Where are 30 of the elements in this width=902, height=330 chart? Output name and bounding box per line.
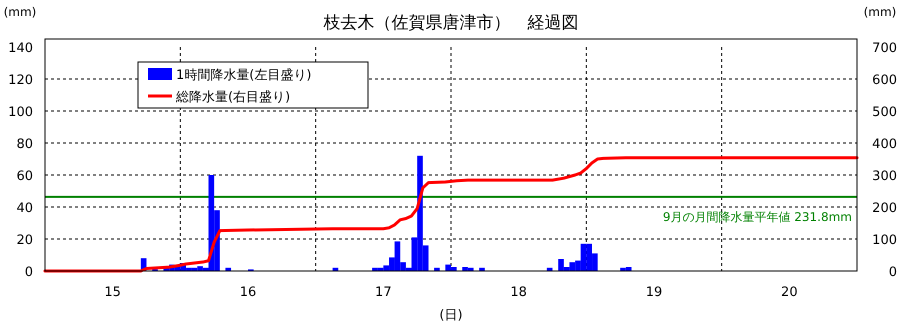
x-tick-label: 20 — [781, 285, 798, 300]
x-tick-label: 15 — [104, 285, 121, 300]
y2-tick-label: 300 — [872, 169, 897, 184]
y-tick-label: 80 — [16, 137, 33, 152]
y-tick-label: 0 — [24, 265, 33, 280]
y-tick-label: 20 — [16, 233, 33, 248]
y2-tick-label: 400 — [872, 137, 897, 152]
x-tick-label: 19 — [646, 285, 662, 300]
line-series — [44, 156, 858, 272]
y2-tick-label: 200 — [872, 201, 897, 216]
y2-tick-label: 600 — [872, 73, 897, 88]
y2-tick-label: 500 — [872, 105, 897, 120]
y2-axis-title: (mm) — [864, 5, 896, 19]
x-tick-label: 17 — [375, 285, 392, 300]
y-axis-title: (mm) — [4, 5, 36, 19]
y2-tick-label: 0 — [888, 265, 897, 280]
legend-label: 1時間降水量(左目盛り) — [176, 68, 312, 83]
x-tick-label: 16 — [240, 285, 256, 300]
y-tick-label: 100 — [8, 105, 33, 120]
y2-tick-label: 100 — [872, 233, 897, 248]
ref-line-label: 9月の月間降水量平年値 231.8mm — [662, 210, 852, 224]
x-tick-label: 18 — [510, 285, 527, 300]
chart-title: 枝去木（佐賀県唐津市） 経過図 — [322, 13, 578, 33]
y-tick-label: 120 — [8, 73, 33, 88]
y-tick-label: 60 — [16, 169, 33, 184]
legend-label: 総降水量(右目盛り) — [175, 90, 290, 105]
y-tick-label: 140 — [8, 41, 33, 56]
y2-tick-label: 700 — [872, 41, 897, 56]
y-tick-label: 40 — [16, 201, 33, 216]
x-axis-title: (日) — [439, 308, 463, 323]
